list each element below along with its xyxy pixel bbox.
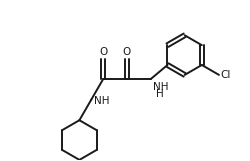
Text: NH: NH — [152, 82, 168, 92]
Text: O: O — [99, 47, 107, 57]
Text: Cl: Cl — [219, 70, 230, 80]
Text: H: H — [155, 89, 163, 99]
Text: O: O — [122, 47, 130, 57]
Text: NH: NH — [94, 96, 109, 106]
